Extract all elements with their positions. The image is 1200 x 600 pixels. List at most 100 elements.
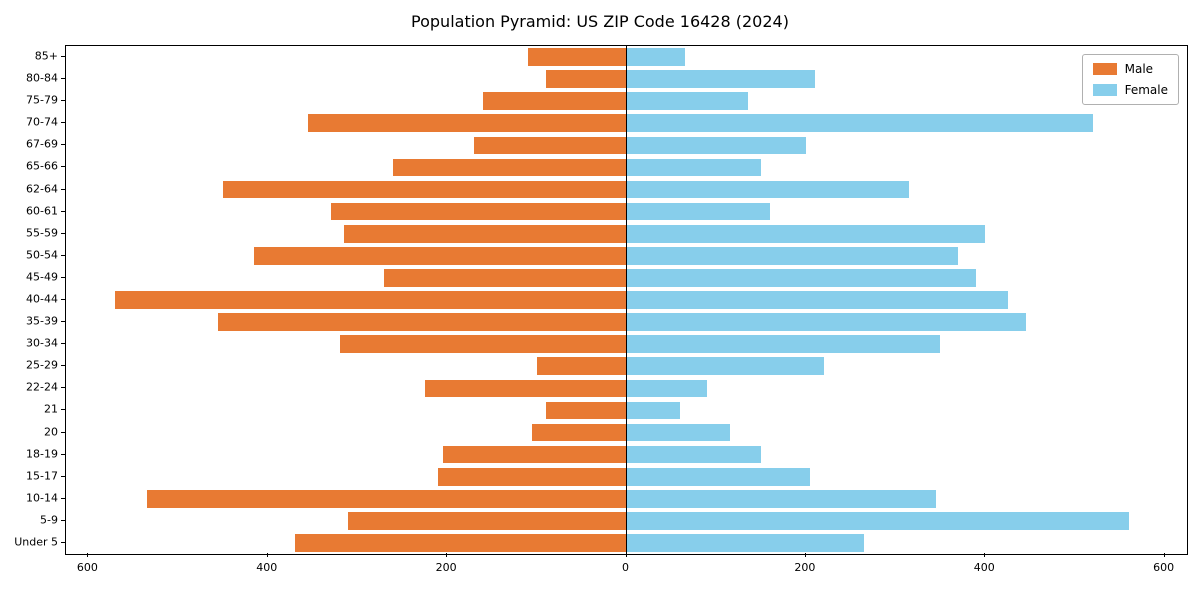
y-tick-mark (61, 475, 65, 477)
y-tick-mark (61, 453, 65, 455)
y-tick-mark (61, 387, 65, 389)
bar-male-25-29 (536, 357, 627, 376)
bar-male-10-14 (146, 489, 627, 508)
bar-male-85+ (527, 48, 627, 66)
bar-male-62-64 (222, 180, 627, 199)
bar-female-62-64 (626, 180, 909, 199)
bar-female-35-39 (626, 313, 1026, 331)
bar-female-80-84 (626, 70, 815, 88)
x-tick-label-200: 200 (435, 561, 457, 574)
male-color-swatch (1092, 63, 1117, 75)
bar-female-60-61 (626, 202, 770, 221)
y-tick-mark (61, 232, 65, 234)
y-tick-mark (61, 210, 65, 212)
bar-female-40-44 (626, 291, 1008, 309)
bar-male-5-9 (348, 512, 627, 530)
bar-male-65-66 (393, 158, 627, 177)
bar-male-45-49 (384, 269, 627, 287)
legend-label-male: Male (1124, 62, 1154, 76)
y-tick-mark (61, 497, 65, 499)
y-tick-label-85+: 85+ (34, 49, 58, 63)
bar-female-85+ (626, 48, 685, 66)
y-tick-label-20: 20 (44, 425, 58, 439)
y-tick-mark (61, 343, 65, 345)
bar-female-50-54 (626, 246, 959, 265)
legend-label-female: Female (1124, 83, 1168, 97)
y-tick-label-22-24: 22-24 (26, 380, 58, 394)
legend-entry-male: Male (1092, 62, 1168, 76)
bar-male-60-61 (330, 202, 627, 221)
bar-female-10-14 (626, 489, 936, 508)
bar-male-70-74 (308, 114, 627, 133)
bar-female-65-66 (626, 158, 762, 177)
bar-male-80-84 (545, 70, 627, 88)
y-tick-mark (61, 144, 65, 146)
y-tick-mark (61, 78, 65, 80)
y-tick-label-67-69: 67-69 (26, 137, 58, 151)
x-tick-mark (87, 553, 89, 557)
zero-axis-line (625, 46, 628, 554)
x-tick-label-600: 600 (76, 561, 98, 574)
bar-female-Under 5 (626, 534, 865, 552)
y-tick-mark (61, 254, 65, 256)
y-tick-mark (61, 188, 65, 190)
y-tick-mark (61, 321, 65, 323)
y-tick-mark (61, 56, 65, 58)
x-tick-label-600: 600 (1153, 561, 1175, 574)
bar-male-30-34 (339, 335, 627, 353)
y-tick-label-70-74: 70-74 (26, 115, 58, 129)
y-tick-label-18-19: 18-19 (26, 447, 58, 461)
y-tick-label-30-34: 30-34 (26, 336, 58, 350)
x-tick-mark (625, 553, 627, 557)
bar-female-67-69 (626, 136, 806, 155)
plot-area: Male Female (65, 45, 1188, 555)
y-tick-label-55-59: 55-59 (26, 226, 58, 240)
bar-male-18-19 (442, 445, 627, 464)
bar-male-15-17 (438, 467, 627, 486)
y-tick-mark (61, 299, 65, 300)
x-tick-mark (266, 553, 268, 557)
y-tick-label-25-29: 25-29 (26, 358, 58, 372)
y-tick-mark (61, 409, 65, 411)
bar-male-35-39 (218, 313, 627, 331)
bar-male-20 (532, 423, 627, 442)
bar-female-22-24 (626, 379, 708, 398)
bar-female-30-34 (626, 335, 941, 353)
y-tick-label-50-54: 50-54 (26, 248, 58, 262)
y-tick-mark (61, 122, 65, 124)
y-tick-label-10-14: 10-14 (26, 491, 58, 505)
bar-male-55-59 (344, 224, 627, 243)
female-color-swatch (1092, 84, 1117, 96)
y-tick-mark (61, 519, 65, 521)
bar-female-25-29 (626, 357, 824, 376)
bar-female-20 (626, 423, 730, 442)
y-tick-mark (61, 276, 65, 278)
bar-female-15-17 (626, 467, 811, 486)
x-tick-label-400: 400 (973, 561, 995, 574)
bar-male-22-24 (424, 379, 627, 398)
bar-male-67-69 (474, 136, 627, 155)
y-tick-label-75-79: 75-79 (26, 93, 58, 107)
y-tick-label-60-61: 60-61 (26, 204, 58, 218)
y-tick-mark (61, 541, 65, 543)
y-tick-label-5-9: 5-9 (40, 513, 58, 527)
bar-male-50-54 (254, 246, 627, 265)
y-tick-label-80-84: 80-84 (26, 71, 58, 85)
legend: Male Female (1081, 54, 1179, 105)
y-tick-label-Under 5: Under 5 (14, 535, 58, 549)
x-tick-mark (446, 553, 448, 557)
chart-title: Population Pyramid: US ZIP Code 16428 (2… (411, 12, 789, 31)
bar-female-21 (626, 401, 681, 420)
y-tick-mark (61, 431, 65, 433)
y-tick-label-40-44: 40-44 (26, 292, 58, 306)
y-tick-label-65-66: 65-66 (26, 159, 58, 173)
y-tick-label-15-17: 15-17 (26, 469, 58, 483)
y-tick-label-21: 21 (44, 402, 58, 416)
bar-female-70-74 (626, 114, 1093, 133)
y-tick-mark (61, 166, 65, 168)
bar-male-Under 5 (294, 534, 627, 552)
bar-female-75-79 (626, 92, 748, 111)
x-tick-label-200: 200 (794, 561, 816, 574)
bar-male-40-44 (115, 291, 627, 309)
